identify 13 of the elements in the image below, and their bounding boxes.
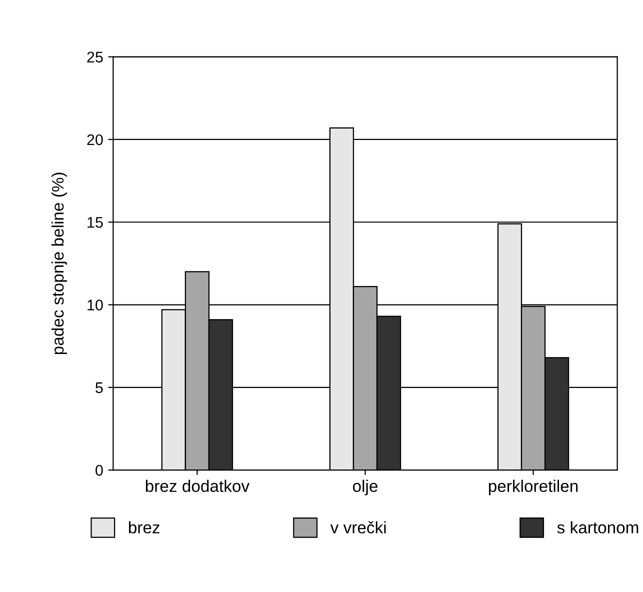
legend-label: v vrečki <box>330 521 386 534</box>
y-tick-label: 25 <box>87 52 103 63</box>
x-tick-label: perkloretilen <box>488 480 578 496</box>
y-tick-label: 20 <box>87 134 103 146</box>
y-tick-label: 15 <box>88 217 103 228</box>
x-tick-label: brez dodatkov <box>146 480 250 492</box>
y-axis-title: padec stopnje beline (%) <box>51 172 68 354</box>
y-tick-label: 0 <box>96 464 103 476</box>
x-tick-label: olje <box>352 480 378 496</box>
y-tick-label: 5 <box>96 382 103 394</box>
legend-label: brez <box>128 521 160 534</box>
legend-label: s kartonom <box>557 521 638 534</box>
y-tick-label: 10 <box>88 300 103 310</box>
